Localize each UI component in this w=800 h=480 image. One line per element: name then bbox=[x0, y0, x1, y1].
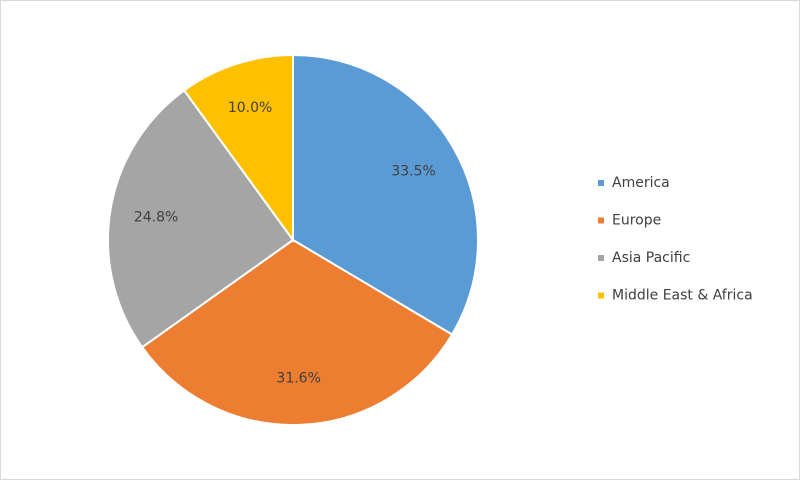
pie-slice bbox=[107, 89, 295, 349]
pie-slice bbox=[292, 53, 479, 336]
legend-label: America bbox=[612, 175, 670, 191]
pie-slice bbox=[140, 238, 454, 426]
legend-label: Asia Pacific bbox=[612, 250, 690, 266]
data-label: 33.5% bbox=[391, 163, 435, 179]
data-label: 24.8% bbox=[134, 210, 178, 226]
pie-slice bbox=[182, 53, 294, 244]
legend-swatch bbox=[598, 180, 604, 186]
legend-swatch bbox=[598, 255, 604, 261]
legend-swatch bbox=[598, 292, 604, 299]
data-label: 10.0% bbox=[228, 100, 272, 116]
legend-label: Europe bbox=[612, 213, 661, 229]
data-label: 31.6% bbox=[276, 371, 320, 387]
legend-swatch bbox=[598, 217, 604, 224]
legend-label: Middle East & Africa bbox=[612, 288, 753, 304]
